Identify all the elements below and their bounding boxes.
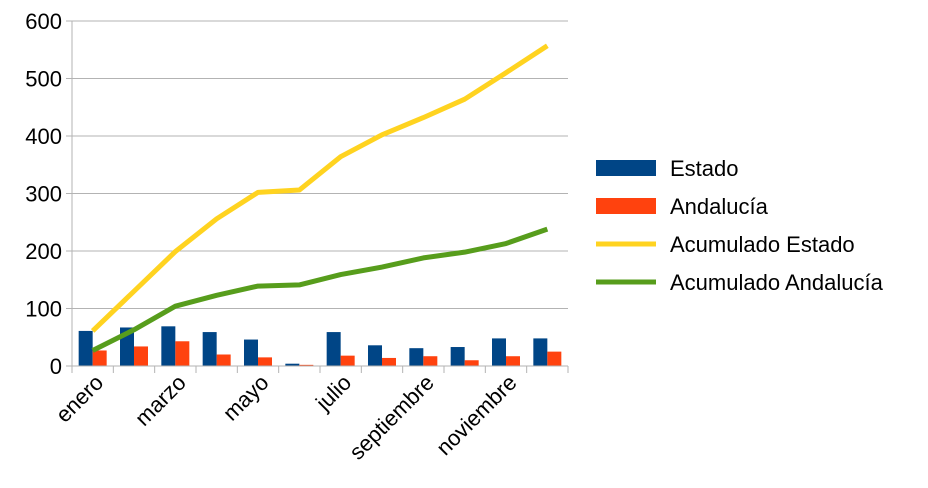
x-tick-label: mayo bbox=[218, 370, 274, 426]
bar bbox=[423, 356, 438, 366]
lines bbox=[90, 43, 549, 353]
bar bbox=[492, 338, 506, 366]
bar bbox=[450, 347, 465, 366]
series-line bbox=[91, 226, 549, 353]
bar bbox=[326, 332, 341, 366]
y-tick-label: 600 bbox=[25, 9, 62, 34]
legend-label: Andalucía bbox=[670, 194, 769, 219]
bar bbox=[92, 350, 107, 366]
bar bbox=[409, 348, 424, 366]
bar bbox=[382, 357, 396, 366]
x-tick-label: julio bbox=[310, 370, 356, 416]
bar bbox=[202, 332, 217, 366]
gridlines bbox=[72, 20, 568, 367]
y-tick-label: 0 bbox=[50, 354, 62, 379]
bar bbox=[506, 356, 520, 366]
bar bbox=[175, 341, 190, 366]
bar bbox=[368, 345, 382, 366]
bar bbox=[533, 338, 548, 366]
bar bbox=[78, 330, 93, 366]
bars bbox=[78, 326, 562, 366]
y-tick-label: 400 bbox=[25, 124, 62, 149]
legend-label: Acumulado Andalucía bbox=[670, 270, 884, 295]
bar bbox=[134, 346, 148, 366]
bar bbox=[161, 326, 176, 366]
y-tick-label: 500 bbox=[25, 67, 62, 92]
y-tick-label: 200 bbox=[25, 239, 62, 264]
legend-label: Acumulado Estado bbox=[670, 232, 855, 257]
bar bbox=[464, 360, 479, 366]
bar bbox=[244, 339, 258, 366]
bar bbox=[547, 351, 562, 366]
legend-swatch bbox=[596, 160, 656, 176]
bar bbox=[216, 354, 231, 366]
bar bbox=[258, 357, 272, 366]
y-tick-label: 300 bbox=[25, 182, 62, 207]
legend-swatch bbox=[596, 198, 656, 214]
x-tick-label: septiembre bbox=[344, 370, 439, 465]
y-tick-label: 100 bbox=[25, 297, 62, 322]
bar bbox=[340, 355, 355, 366]
x-tick-label: noviembre bbox=[431, 370, 521, 460]
x-tick-label: marzo bbox=[130, 370, 191, 431]
legend: Estado Andalucía Acumulado Estado Acumulado… bbox=[596, 156, 884, 295]
bar bbox=[285, 363, 300, 366]
legend-label: Estado bbox=[670, 156, 739, 181]
bar bbox=[299, 364, 314, 366]
series-line bbox=[90, 43, 549, 333]
